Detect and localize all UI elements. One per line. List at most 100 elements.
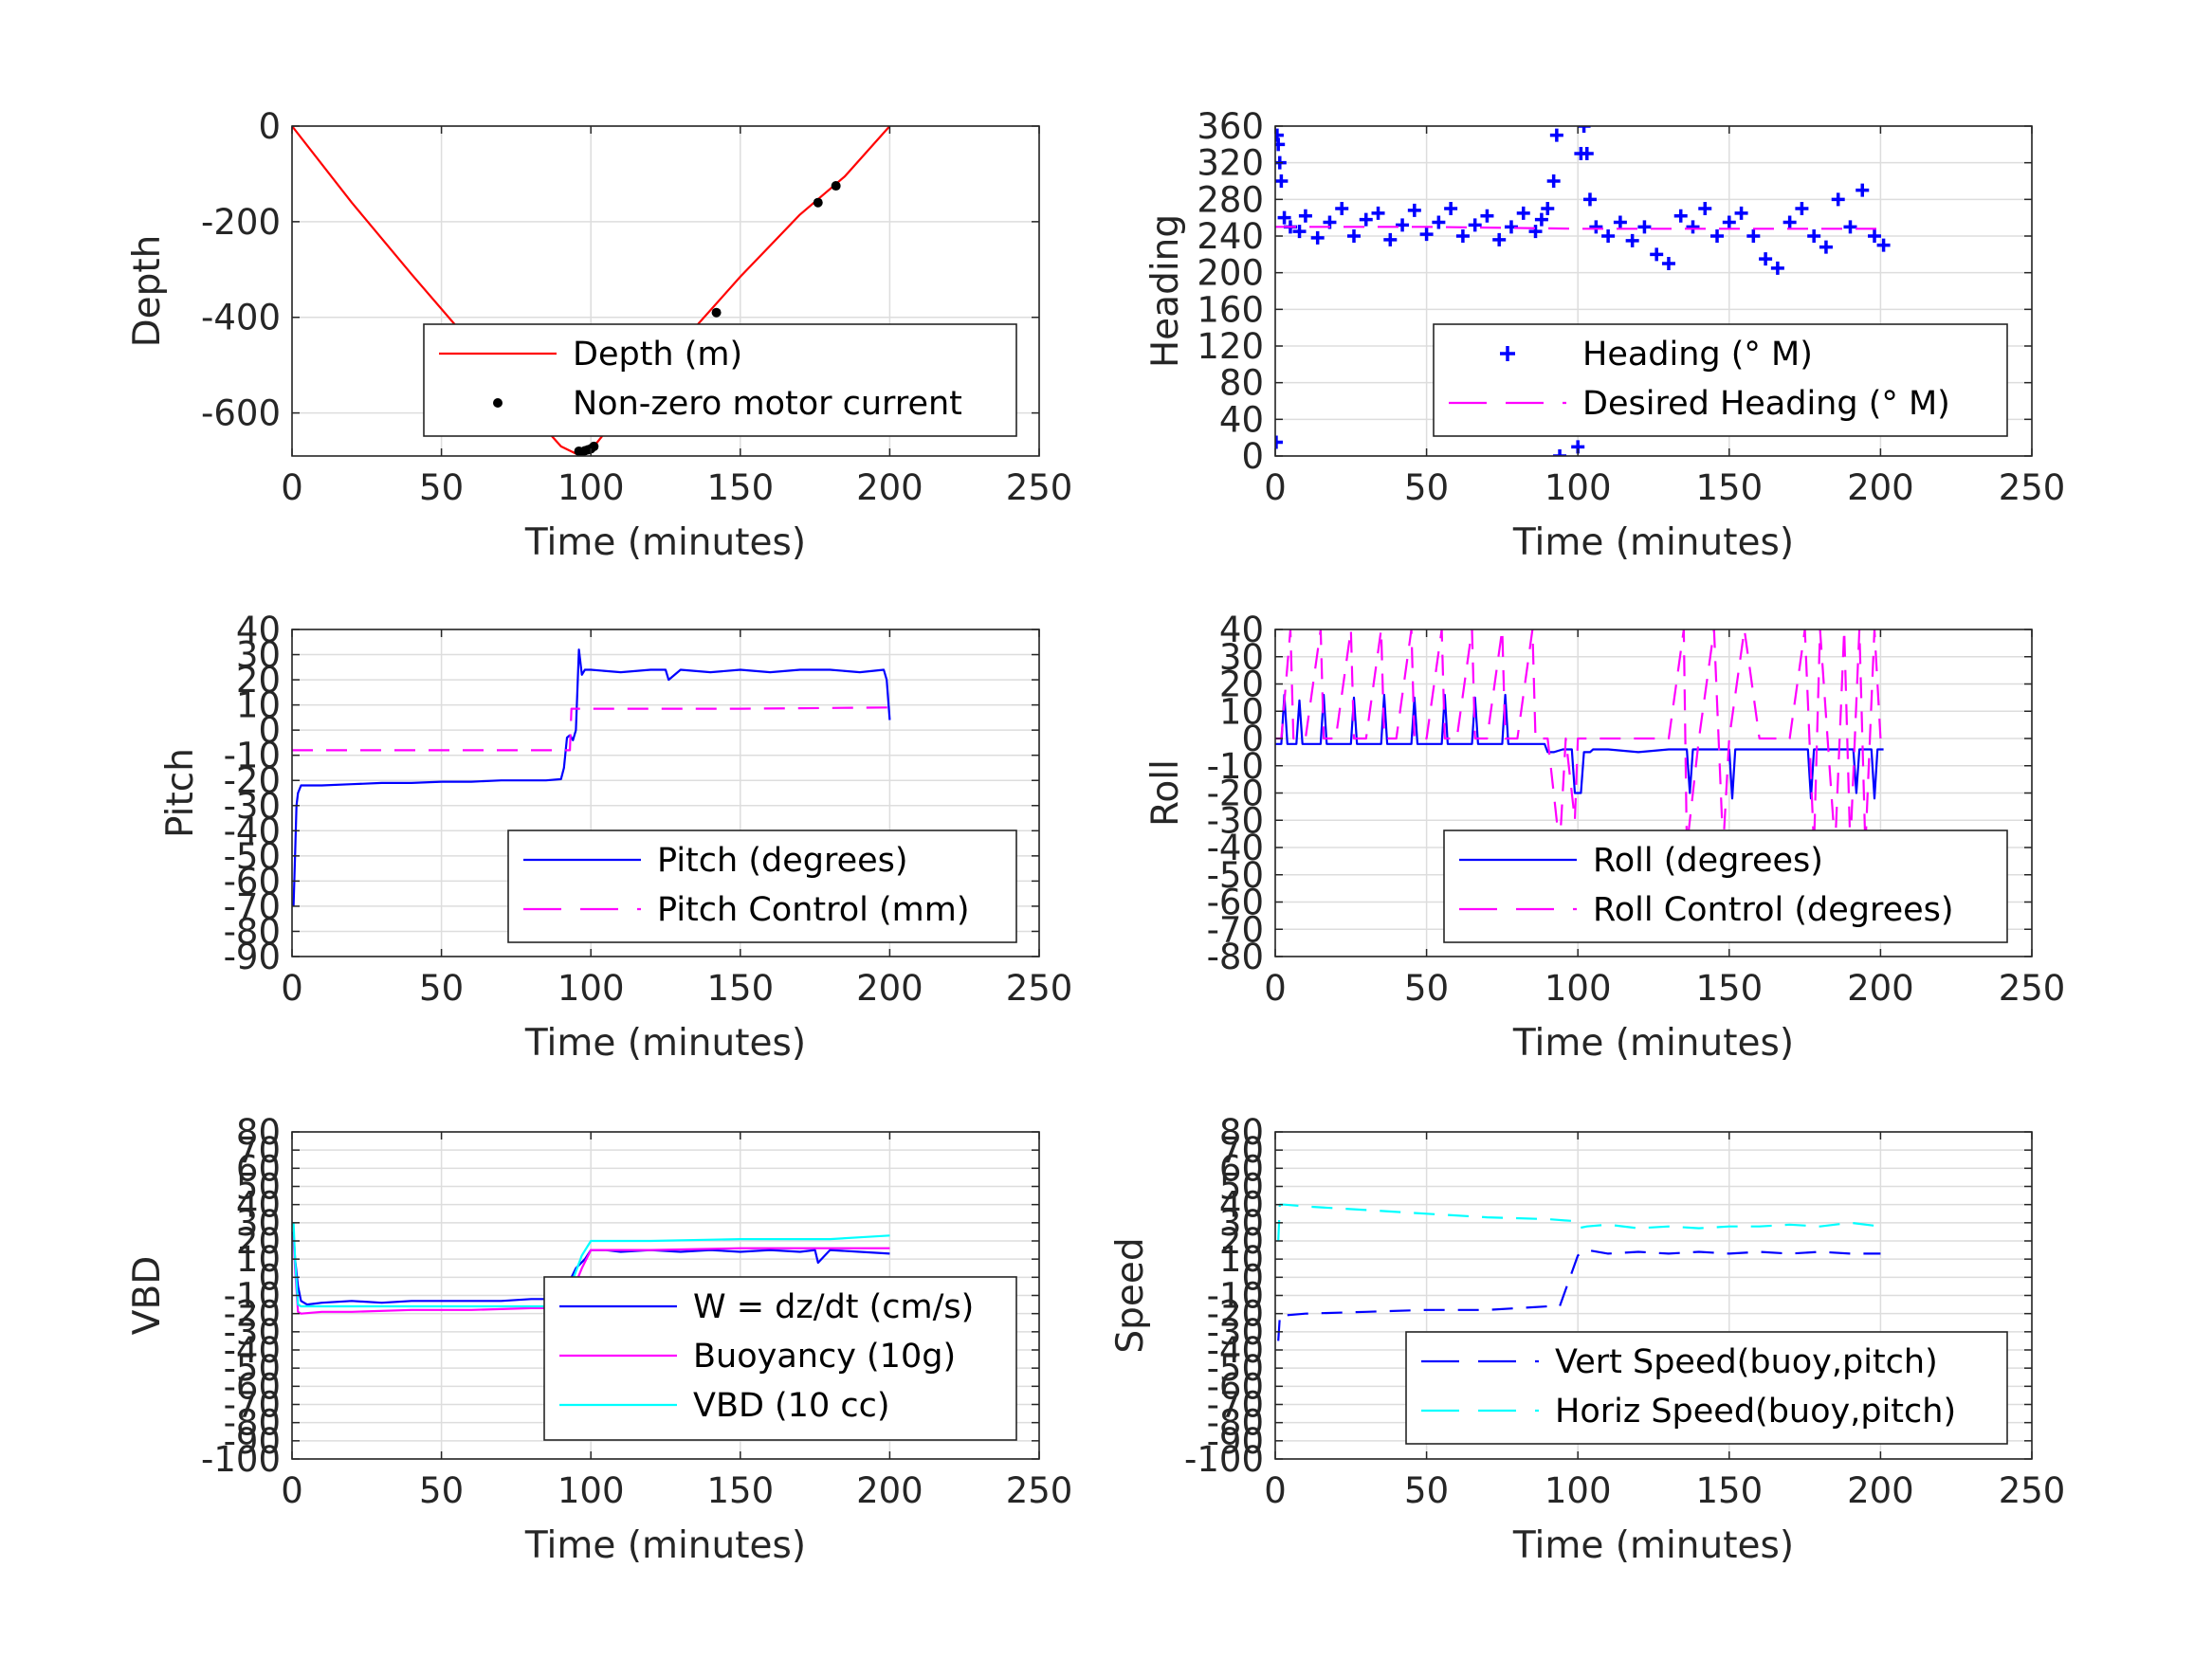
y-tick-label: 40 bbox=[1219, 1185, 1264, 1226]
y-tick-label: 20 bbox=[236, 660, 281, 701]
series-heading-m-point bbox=[1759, 252, 1773, 266]
y-tick-label: -400 bbox=[201, 298, 281, 338]
y-tick-label: 80 bbox=[1219, 1112, 1264, 1153]
x-tick-label: 250 bbox=[1006, 467, 1073, 508]
x-tick-label: 150 bbox=[706, 968, 774, 1009]
series-heading-m-point bbox=[1807, 229, 1821, 243]
y-tick-label: -80 bbox=[1207, 1403, 1264, 1444]
legend-box bbox=[1405, 1331, 2008, 1445]
legend-entry-2-label: Non-zero motor current bbox=[573, 385, 962, 423]
x-tick-label: 0 bbox=[1264, 968, 1287, 1009]
y-tick-label: 320 bbox=[1197, 143, 1264, 184]
y-tick-label: 360 bbox=[1197, 106, 1264, 147]
y-tick-label: 70 bbox=[1219, 1130, 1264, 1171]
x-tick-label: 100 bbox=[558, 467, 625, 508]
series-heading-m-point bbox=[1770, 261, 1784, 275]
series-heading-m-point bbox=[1553, 449, 1567, 456]
y-tick-label: -70 bbox=[224, 886, 281, 927]
series-heading-m-point bbox=[1868, 229, 1882, 243]
y-tick-label: 280 bbox=[1197, 179, 1264, 220]
panel-2-heading: 0 50 100 150 200 2500408012016020024028032036… bbox=[1144, 106, 2065, 564]
y-tick-label: 30 bbox=[1219, 637, 1264, 678]
legend: Depth (m) Non-zero motor current bbox=[423, 323, 1017, 437]
y-tick-label: -30 bbox=[1207, 800, 1264, 841]
y-tick-label: -60 bbox=[1207, 883, 1264, 923]
y-tick-label: -50 bbox=[224, 1348, 281, 1389]
panel-1-depth: 0 50 100 150 200 250 0 -200 -400 -600 Time (minute… bbox=[126, 106, 1072, 564]
series-heading-m-point bbox=[1589, 220, 1603, 234]
series-heading-m-point bbox=[1613, 215, 1627, 229]
series-heading-m-point bbox=[1698, 202, 1712, 215]
y-tick-label: -10 bbox=[1207, 1276, 1264, 1317]
y-tick-label: 40 bbox=[1219, 610, 1264, 650]
y-tick-label: 40 bbox=[1219, 399, 1264, 440]
x-axis-label: Time (minutes) bbox=[1512, 1524, 1794, 1567]
legend: W = dz/dt (cm/s) Buoyancy (10g) VBD (10 cc… bbox=[543, 1276, 1017, 1441]
series-heading-m-point bbox=[1419, 228, 1434, 242]
y-tick-label: 240 bbox=[1197, 216, 1264, 257]
y-tick-label: -20 bbox=[224, 760, 281, 801]
series-heading-m-point bbox=[1673, 209, 1688, 223]
panel-3-pitch: 0 50 100 150 200 250-90-80-70-60-50-40-30-20-… bbox=[159, 610, 1072, 1065]
legend: Vert Speed(buoy,pitch) Horiz Speed(buoy,p… bbox=[1405, 1331, 2008, 1445]
series-heading-m-point bbox=[1528, 225, 1543, 239]
y-tick-label: -80 bbox=[224, 911, 281, 952]
x-tick-label: 100 bbox=[1545, 1470, 1612, 1511]
x-tick-label: 200 bbox=[856, 968, 923, 1009]
series-heading-m-point bbox=[1876, 238, 1891, 252]
series-heading-m-point bbox=[1492, 232, 1507, 246]
legend-entry-2-label: Buoyancy (10g) bbox=[693, 1338, 956, 1376]
legend-entry-1-marker bbox=[1500, 346, 1515, 361]
series-heading-m-point bbox=[1549, 128, 1563, 142]
y-tick-label: 50 bbox=[1219, 1167, 1264, 1208]
legend-entry-3-label: VBD (10 cc) bbox=[693, 1387, 890, 1425]
x-tick-label: 0 bbox=[281, 968, 303, 1009]
series-heading-m-point bbox=[1843, 220, 1857, 234]
legend-entry-1-label: Pitch (degrees) bbox=[657, 842, 908, 880]
x-tick-label: 150 bbox=[706, 1470, 774, 1511]
series-heading-m-point bbox=[1371, 206, 1385, 220]
legend-box bbox=[543, 1276, 1017, 1441]
y-tick-label: 0 bbox=[1241, 1257, 1264, 1298]
y-tick-label: 160 bbox=[1197, 289, 1264, 330]
x-tick-label: 0 bbox=[1264, 467, 1287, 508]
y-tick-label: -60 bbox=[1207, 1366, 1264, 1407]
y-axis-label: Pitch bbox=[159, 748, 202, 838]
y-tick-label: -600 bbox=[201, 393, 281, 434]
x-axis-label: Time (minutes) bbox=[524, 521, 806, 564]
x-tick-label: 50 bbox=[419, 968, 464, 1009]
x-tick-label: 200 bbox=[1847, 1470, 1914, 1511]
y-tick-label: -100 bbox=[201, 1439, 281, 1480]
series-heading-m-point bbox=[1455, 229, 1470, 243]
series-heading-m-point bbox=[1577, 126, 1591, 133]
y-tick-label: -100 bbox=[1184, 1439, 1264, 1480]
y-tick-label: -50 bbox=[224, 836, 281, 877]
x-tick-label: 100 bbox=[1545, 968, 1612, 1009]
legend: Heading (° M) Desired Heading (° M) bbox=[1433, 323, 2008, 437]
x-tick-label: 250 bbox=[1999, 1470, 2066, 1511]
y-tick-label: -40 bbox=[224, 811, 281, 851]
series-heading-m-point bbox=[1275, 435, 1283, 449]
x-tick-label: 200 bbox=[856, 1470, 923, 1511]
y-tick-label: -70 bbox=[1207, 909, 1264, 950]
series-heading-m-point bbox=[1661, 257, 1675, 270]
y-tick-label: -40 bbox=[1207, 1330, 1264, 1371]
y-tick-label: 0 bbox=[1241, 436, 1264, 477]
legend-entry-2-marker bbox=[493, 398, 503, 408]
y-tick-label: 60 bbox=[1219, 1148, 1264, 1189]
x-tick-label: 200 bbox=[1847, 467, 1914, 508]
y-tick-label: 200 bbox=[1197, 253, 1264, 294]
y-tick-label: -30 bbox=[224, 786, 281, 827]
x-tick-label: 0 bbox=[281, 467, 303, 508]
legend-entry-1-label: W = dz/dt (cm/s) bbox=[693, 1288, 974, 1326]
x-tick-label: 0 bbox=[281, 1470, 303, 1511]
y-tick-label: -10 bbox=[224, 736, 281, 776]
x-tick-label: 150 bbox=[1695, 1470, 1763, 1511]
legend-entry-2-label: Pitch Control (mm) bbox=[657, 891, 969, 929]
x-tick-label: 250 bbox=[1006, 968, 1073, 1009]
x-tick-label: 50 bbox=[1404, 1470, 1449, 1511]
series-heading-m-point bbox=[1582, 192, 1597, 207]
y-tick-label: -90 bbox=[224, 937, 281, 977]
series-heading-m-point bbox=[1625, 233, 1639, 247]
